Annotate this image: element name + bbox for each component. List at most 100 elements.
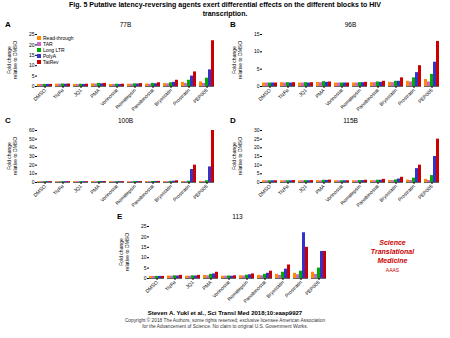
svg-text:Prostratin: Prostratin [171,183,191,203]
html-text:TAR: TAR [43,41,53,47]
svg-text:Prostratin: Prostratin [171,87,191,107]
svg-text:Vorinostat: Vorinostat [98,183,119,204]
svg-text:Panobinostat: Panobinostat [355,183,380,208]
svg-text:5: 5 [144,265,147,271]
svg-text:0: 0 [257,83,260,89]
svg-text:DMSO: DMSO [32,183,47,198]
svg-text:0: 0 [32,179,35,185]
svg-text:Panobinostat: Panobinostat [130,183,155,208]
svg-text:Romidepsin: Romidepsin [225,279,249,302]
svg-text:PMA: PMA [89,183,101,195]
svg-text:0: 0 [257,179,260,185]
svg-text:10: 10 [141,254,147,260]
svg-text:30: 30 [254,127,260,133]
svg-text:15: 15 [254,153,260,159]
html-text:96B: 96B [344,21,357,28]
svg-text:15: 15 [141,244,147,250]
html-text:Fold change relative to DMSO: Fold change relative to DMSO [6,41,18,79]
svg-text:20: 20 [141,234,147,240]
svg-text:Bryostatin: Bryostatin [378,87,398,107]
svg-text:TNFα: TNFα [277,87,290,100]
svg-text:10: 10 [254,48,260,54]
svg-text:Panobinostat: Panobinostat [242,279,267,304]
html-text:TatRev: TatRev [43,59,59,65]
svg-text:20: 20 [29,162,35,168]
svg-text:PEP005: PEP005 [304,279,321,296]
svg-text:JQ1: JQ1 [297,87,308,98]
svg-text:50: 50 [29,136,35,142]
html-text:115B: 115B [343,117,358,124]
svg-text:Romidepsin: Romidepsin [338,183,362,206]
svg-text:TNFα: TNFα [164,279,177,292]
html-text:Fold change relative to DMSO: Fold change relative to DMSO [231,41,243,79]
html-text:A: A [5,20,11,29]
svg-text:PEP005: PEP005 [417,183,434,200]
svg-text:Vorinostat: Vorinostat [323,87,344,108]
svg-text:5: 5 [32,73,35,79]
svg-text:10: 10 [29,170,35,176]
svg-text:TNFα: TNFα [52,183,65,196]
html-text:77B: 77B [119,21,132,28]
svg-text:Romidepsin: Romidepsin [338,87,362,110]
svg-text:Prostratin: Prostratin [283,279,303,299]
svg-text:25: 25 [254,136,260,142]
svg-text:Panobinostat: Panobinostat [355,87,380,112]
svg-text:30: 30 [29,153,35,159]
svg-text:JQ1: JQ1 [184,279,195,290]
html-text:100B: 100B [117,117,134,124]
svg-text:Prostratin: Prostratin [396,87,416,107]
svg-text:PEP005: PEP005 [192,87,209,104]
svg-text:DMSO: DMSO [257,183,272,198]
svg-text:JQ1: JQ1 [297,183,308,194]
svg-text:Vorinostat: Vorinostat [323,183,344,204]
svg-text:Romidepsin: Romidepsin [113,183,137,206]
svg-text:PMA: PMA [201,279,213,291]
html-text:Science Translational Medicine: Science Translational Medicine [370,239,415,264]
svg-text:Panobinostat: Panobinostat [130,87,155,112]
svg-text:PMA: PMA [89,87,101,99]
svg-text:JQ1: JQ1 [72,87,83,98]
svg-text:DMSO: DMSO [257,87,272,102]
html-text:B: B [230,20,236,29]
svg-text:Prostratin: Prostratin [396,183,416,203]
svg-text:15: 15 [29,52,35,58]
html-text:Fold change relative to DMSO: Fold change relative to DMSO [6,137,18,175]
svg-text:Bryostatin: Bryostatin [265,279,285,299]
svg-text:TNFα: TNFα [277,183,290,196]
svg-text:DMSO: DMSO [144,279,159,294]
svg-text:0: 0 [32,83,35,89]
svg-text:10: 10 [29,62,35,68]
html-text:113: 113 [232,213,243,220]
svg-text:PEP005: PEP005 [192,183,209,200]
html-text:Read-through: Read-through [43,35,74,41]
svg-text:10: 10 [254,162,260,168]
svg-text:PEP005: PEP005 [417,87,434,104]
html-text:Fold change relative to DMSO: Fold change relative to DMSO [231,137,243,175]
html-text:Long LTR: Long LTR [43,47,65,53]
html-text:Fold change relative to DMSO: Fold change relative to DMSO [118,233,130,271]
html-text:Fig. 5 Putative latency-revers: Fig. 5 Putative latency-reversing agents… [69,1,381,17]
svg-text:JQ1: JQ1 [72,183,83,194]
svg-text:20: 20 [29,42,35,48]
html-text:Copyright © 2018 The Authors,: Copyright © 2018 The Authors, some right… [124,318,326,329]
svg-text:Vorinostat: Vorinostat [98,87,119,108]
html-text:PolyA: PolyA [43,53,57,59]
svg-text:Bryostatin: Bryostatin [378,183,398,203]
svg-text:Bryostatin: Bryostatin [153,183,173,203]
svg-text:20: 20 [254,144,260,150]
svg-text:60: 60 [29,127,35,133]
svg-text:Vorinostat: Vorinostat [210,279,231,300]
svg-text:PMA: PMA [314,87,326,99]
svg-text:5: 5 [257,170,260,176]
svg-text:5: 5 [257,66,260,72]
svg-text:TNFα: TNFα [52,87,65,100]
svg-text:15: 15 [254,31,260,37]
svg-text:DMSO: DMSO [32,87,47,102]
svg-text:25: 25 [29,31,35,37]
svg-text:0: 0 [144,275,147,281]
svg-text:Romidepsin: Romidepsin [113,87,137,110]
svg-text:40: 40 [29,144,35,150]
svg-text:PMA: PMA [314,183,326,195]
svg-text:Bryostatin: Bryostatin [153,87,173,107]
svg-text:25: 25 [141,223,147,229]
